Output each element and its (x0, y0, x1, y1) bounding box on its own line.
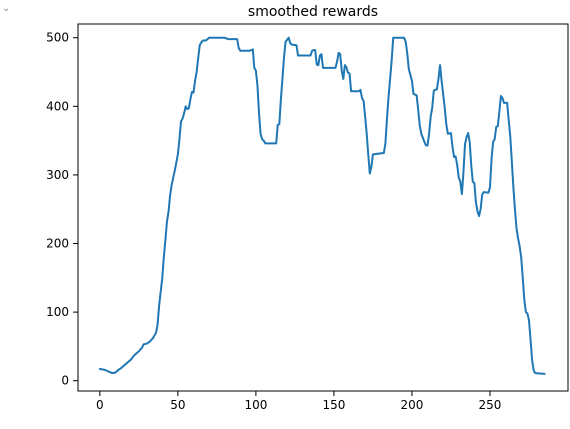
x-axis-ticks: 0 50 100 150 200 250 (96, 391, 501, 412)
x-tick-label: 150 (322, 398, 345, 412)
x-tick-label: 250 (479, 398, 502, 412)
x-tick-label: 0 (96, 398, 104, 412)
plot-frame (77, 23, 569, 392)
x-tick-label: 200 (400, 398, 423, 412)
y-axis-ticks: 0 100 200 300 400 500 (46, 31, 78, 388)
series-line (98, 36, 546, 375)
y-tick-label: 100 (46, 305, 69, 319)
series-layer (98, 36, 546, 375)
y-tick-label: 400 (46, 99, 69, 113)
y-tick-label: 200 (46, 237, 69, 251)
y-tick-label: 300 (46, 168, 69, 182)
plot-area (78, 24, 568, 391)
x-tick-label: 50 (170, 398, 185, 412)
x-tick-label: 100 (244, 398, 267, 412)
y-tick-label: 0 (61, 374, 69, 388)
chevron-down-icon: ⌄ (2, 3, 10, 14)
y-tick-label: 500 (46, 31, 69, 45)
chart-title: smoothed rewards (248, 4, 378, 20)
